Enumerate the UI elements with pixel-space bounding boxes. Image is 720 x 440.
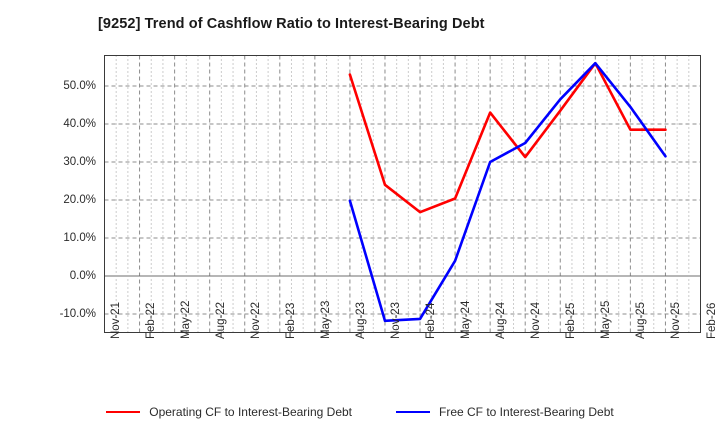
x-axis-tick-label: Feb-25 bbox=[565, 302, 578, 339]
x-axis-tick-label: Nov-21 bbox=[109, 301, 122, 339]
legend-item-operating-cf[interactable]: Operating CF to Interest-Bearing Debt bbox=[106, 405, 352, 419]
chart-title: [9252] Trend of Cashflow Ratio to Intere… bbox=[98, 16, 485, 32]
y-axis-tick-label: 10.0% bbox=[63, 232, 96, 244]
legend-swatch-operating-cf bbox=[106, 411, 141, 413]
x-axis-tick-label: May-23 bbox=[319, 300, 332, 339]
y-axis-tick-label: 40.0% bbox=[63, 118, 96, 130]
legend-label-operating-cf: Operating CF to Interest-Bearing Debt bbox=[149, 405, 352, 419]
chart-legend: Operating CF to Interest-Bearing Debt Fr… bbox=[0, 405, 720, 419]
y-axis-tick-label: -10.0% bbox=[59, 308, 96, 320]
x-axis-tick-label: May-25 bbox=[600, 300, 613, 339]
major-gridlines bbox=[139, 55, 666, 333]
x-axis-tick-label: Feb-26 bbox=[705, 302, 718, 339]
plot-frame bbox=[104, 55, 701, 333]
series-lines bbox=[348, 61, 667, 323]
y-axis-tick-label: 50.0% bbox=[63, 80, 96, 92]
x-axis-tick-label: Feb-24 bbox=[425, 302, 438, 339]
x-axis-tick-label: Nov-24 bbox=[530, 301, 543, 339]
x-axis-tick-label: May-24 bbox=[460, 300, 473, 339]
legend-label-free-cf: Free CF to Interest-Bearing Debt bbox=[439, 405, 614, 419]
legend-item-free-cf[interactable]: Free CF to Interest-Bearing Debt bbox=[396, 405, 614, 419]
x-axis-tick-label: Aug-22 bbox=[214, 301, 227, 339]
x-axis-tick-label: Nov-25 bbox=[670, 301, 683, 339]
x-axis-tick-label: May-22 bbox=[179, 300, 192, 339]
x-axis-tick-label: Feb-22 bbox=[144, 302, 157, 339]
x-axis-tick-label: Nov-23 bbox=[389, 301, 402, 339]
x-axis-tick-label: Feb-23 bbox=[284, 302, 297, 339]
minor-gridlines bbox=[115, 55, 690, 333]
y-axis-tick-label: 30.0% bbox=[63, 156, 96, 168]
x-axis-tick-label: Aug-24 bbox=[495, 301, 508, 339]
x-axis-tick-label: Aug-23 bbox=[354, 301, 367, 339]
legend-swatch-free-cf bbox=[396, 411, 430, 413]
y-axis-tick-label: 20.0% bbox=[63, 194, 96, 206]
x-axis-tick-label: Aug-25 bbox=[635, 301, 648, 339]
y-axis-tick-label: 0.0% bbox=[69, 270, 96, 282]
x-axis-tick-label: Nov-22 bbox=[249, 301, 262, 339]
